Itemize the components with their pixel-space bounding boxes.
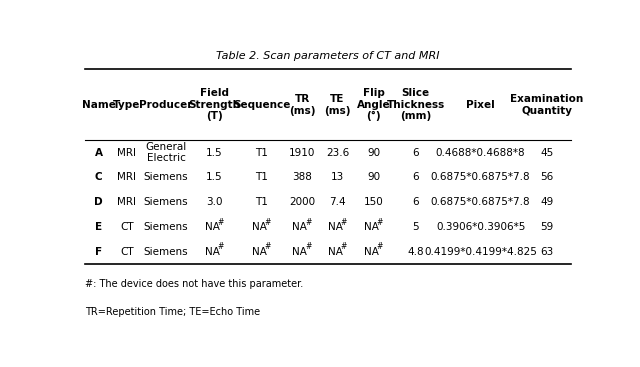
Text: 56: 56	[540, 172, 554, 182]
Text: NA: NA	[252, 247, 267, 257]
Text: Examination
Quantity: Examination Quantity	[510, 94, 584, 116]
Text: 59: 59	[540, 222, 554, 232]
Text: #: #	[305, 243, 312, 251]
Text: 0.4688*0.4688*8: 0.4688*0.4688*8	[436, 148, 525, 157]
Text: NA: NA	[364, 247, 379, 257]
Text: 3.0: 3.0	[206, 197, 223, 207]
Text: MRI: MRI	[117, 197, 136, 207]
Text: 23.6: 23.6	[326, 148, 349, 157]
Text: 1.5: 1.5	[206, 148, 223, 157]
Text: 150: 150	[364, 197, 384, 207]
Text: NA: NA	[205, 222, 220, 232]
Text: MRI: MRI	[117, 172, 136, 182]
Text: T1: T1	[255, 148, 268, 157]
Text: Siemens: Siemens	[143, 197, 188, 207]
Text: Producer: Producer	[140, 100, 193, 110]
Text: 6: 6	[412, 172, 419, 182]
Text: 4.8: 4.8	[408, 247, 424, 257]
Text: NA: NA	[328, 222, 342, 232]
Text: Siemens: Siemens	[143, 247, 188, 257]
Text: MRI: MRI	[117, 148, 136, 157]
Text: 1910: 1910	[289, 148, 316, 157]
Text: TR=Repetition Time; TE=Echo Time: TR=Repetition Time; TE=Echo Time	[85, 307, 260, 317]
Text: TR
(ms): TR (ms)	[289, 94, 316, 116]
Text: 63: 63	[540, 247, 554, 257]
Text: 2000: 2000	[289, 197, 316, 207]
Text: #: #	[305, 218, 312, 226]
Text: Siemens: Siemens	[143, 172, 188, 182]
Text: NA: NA	[328, 247, 342, 257]
Text: Field
Strength
(T): Field Strength (T)	[189, 88, 241, 121]
Text: CT: CT	[120, 222, 134, 232]
Text: 49: 49	[540, 197, 554, 207]
Text: TE
(ms): TE (ms)	[324, 94, 351, 116]
Text: 0.4199*0.4199*4.825: 0.4199*0.4199*4.825	[424, 247, 537, 257]
Text: 5: 5	[412, 222, 419, 232]
Text: 388: 388	[292, 172, 312, 182]
Text: D: D	[94, 197, 103, 207]
Text: 7.4: 7.4	[329, 197, 346, 207]
Text: #: The device does not have this parameter.: #: The device does not have this paramet…	[85, 279, 303, 288]
Text: NA: NA	[292, 247, 307, 257]
Text: 0.6875*0.6875*7.8: 0.6875*0.6875*7.8	[431, 197, 531, 207]
Text: #: #	[340, 218, 347, 226]
Text: 6: 6	[412, 148, 419, 157]
Text: Flip
Angle
(°): Flip Angle (°)	[357, 88, 391, 121]
Text: T1: T1	[255, 197, 268, 207]
Text: Slice
Thickness
(mm): Slice Thickness (mm)	[387, 88, 445, 121]
Text: NA: NA	[292, 222, 307, 232]
Text: General
Electric: General Electric	[145, 142, 187, 163]
Text: 0.3906*0.3906*5: 0.3906*0.3906*5	[436, 222, 525, 232]
Text: 6: 6	[412, 197, 419, 207]
Text: 90: 90	[367, 172, 380, 182]
Text: F: F	[95, 247, 102, 257]
Text: T1: T1	[255, 172, 268, 182]
Text: 45: 45	[540, 148, 554, 157]
Text: #: #	[264, 218, 271, 226]
Text: Table 2. Scan parameters of CT and MRI: Table 2. Scan parameters of CT and MRI	[216, 51, 440, 61]
Text: Name: Name	[81, 100, 115, 110]
Text: #: #	[264, 243, 271, 251]
Text: #: #	[218, 243, 224, 251]
Text: C: C	[95, 172, 102, 182]
Text: CT: CT	[120, 247, 134, 257]
Text: #: #	[218, 218, 224, 226]
Text: NA: NA	[252, 222, 267, 232]
Text: #: #	[377, 243, 383, 251]
Text: #: #	[340, 243, 347, 251]
Text: 90: 90	[367, 148, 380, 157]
Text: Sequence: Sequence	[233, 100, 291, 110]
Text: E: E	[95, 222, 102, 232]
Text: 13: 13	[331, 172, 344, 182]
Text: Pixel: Pixel	[466, 100, 495, 110]
Text: Siemens: Siemens	[143, 222, 188, 232]
Text: 0.6875*0.6875*7.8: 0.6875*0.6875*7.8	[431, 172, 531, 182]
Text: A: A	[95, 148, 102, 157]
Text: 1.5: 1.5	[206, 172, 223, 182]
Text: Type: Type	[113, 100, 141, 110]
Text: #: #	[377, 218, 383, 226]
Text: NA: NA	[364, 222, 379, 232]
Text: NA: NA	[205, 247, 220, 257]
